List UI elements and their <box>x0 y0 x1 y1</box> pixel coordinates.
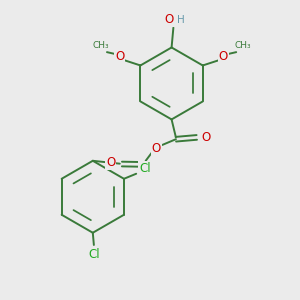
Text: Cl: Cl <box>139 162 151 175</box>
Text: O: O <box>219 50 228 63</box>
Text: O: O <box>152 142 161 155</box>
Text: O: O <box>106 157 116 169</box>
Text: CH₃: CH₃ <box>92 41 109 50</box>
Text: CH₃: CH₃ <box>234 41 250 50</box>
Text: O: O <box>115 50 124 63</box>
Text: H: H <box>177 15 185 25</box>
Text: Cl: Cl <box>88 248 100 261</box>
Text: O: O <box>164 13 174 26</box>
Text: O: O <box>202 131 211 144</box>
